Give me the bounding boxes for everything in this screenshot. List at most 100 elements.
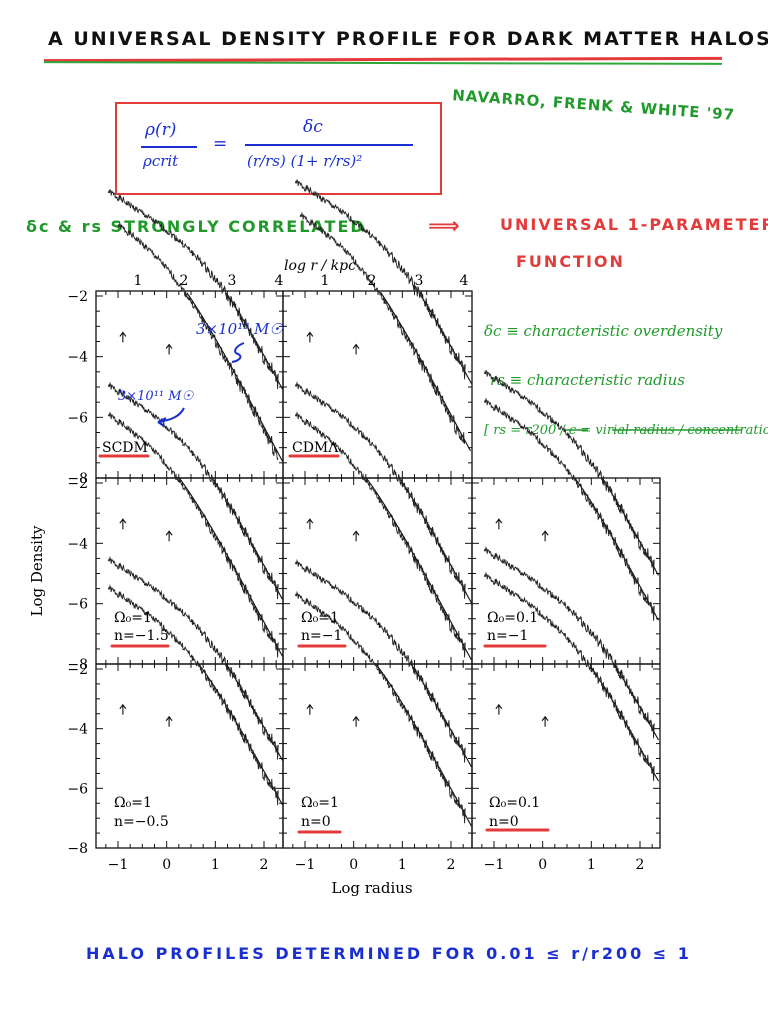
resolution-arrow-icon [165,343,173,355]
bottom-tick-label: 0 [349,857,358,873]
top-tick-3b: 3 [415,273,424,289]
resolution-arrow-icon [541,715,549,727]
simulation-profile [107,381,279,600]
y-tick-label: −2 [67,662,88,678]
y-tick-label: −6 [67,410,88,426]
top-tick-4b: 4 [460,273,469,289]
model-curve [589,665,659,782]
panel-frame-2-0 [95,663,284,849]
y-tick-label: −6 [67,597,88,613]
definition-rs: rs ≡ characteristic radius [490,371,685,389]
panel-frame-0-1 [282,290,473,479]
y-tick-label: −2 [67,476,88,492]
resolution-arrow-icon [352,343,360,355]
panel-21-n: n=0 [301,814,331,830]
top-tick-2b: 2 [368,273,377,289]
panel-frame-2-1 [282,663,473,849]
model-curve [178,477,283,657]
y-tick-label: −8 [67,657,88,673]
citation: NAVARRO, FRENK & WHITE '97 [451,86,736,124]
y-tick-label: −8 [67,471,88,487]
resolution-arrow-icon [306,331,314,343]
bottom-tick-label: −1 [108,857,129,873]
resolution-arrow-icon [119,703,127,715]
formula-rhs-denominator: (r/rs) (1+ r/rs)² [247,152,363,170]
panel-20-n: n=−0.5 [114,814,169,830]
model-curve [225,663,283,761]
simulation-profile [107,555,279,760]
bottom-tick-label: 2 [447,857,456,873]
model-curve [375,663,472,827]
panel-10-omega: Ω₀=1 [114,610,152,626]
simulation-profile [294,411,466,658]
title-underline-green [43,61,723,65]
definition-delta-c: δc ≡ characteristic overdensity [484,322,723,340]
panel-20-omega: Ω₀=1 [114,795,152,811]
implies-arrow-icon: ⟹ [428,214,460,239]
formula-rhs-bar [245,144,413,146]
model-curve [418,292,472,384]
resolution-arrow-icon [119,518,127,530]
y-tick-label: −2 [67,289,88,305]
panel-label-scdm: SCDM [102,440,148,456]
resolution-arrow-icon [352,715,360,727]
resolution-arrow-icon [352,530,360,542]
panel-frame-1-2 [471,477,661,665]
simulation-profile [294,381,466,599]
simulation-profile [483,545,655,739]
formula-equals: = [213,134,228,154]
bottom-x-axis-label: Log radius [331,879,412,897]
resolution-arrow-icon [306,703,314,715]
model-curve [410,663,472,768]
resolution-arrow-icon [119,331,127,343]
formula-lhs-numerator: ρ(r) [145,120,177,140]
formula-box: ρ(r) ρcrit = δc (r/rs) (1+ r/rs)² [115,102,442,195]
model-curve [365,477,472,661]
bottom-tick-label: −1 [484,857,505,873]
model-curve [225,292,283,390]
model-curve [186,292,283,462]
panel-frame-2-2 [471,663,661,849]
resolution-arrow-icon [165,715,173,727]
bottom-tick-label: 0 [538,857,547,873]
mass-label-high-pointer-icon [231,342,245,363]
panel-frame-0-0 [95,290,284,479]
panel-11-n: n=−1 [301,628,342,644]
model-curve [198,663,283,806]
formula-lhs-bar [141,146,197,148]
resolution-arrow-icon [495,518,503,530]
model-curve [601,477,659,576]
simulation-profile [294,590,466,824]
mass-label-low-pointer-icon [157,407,185,427]
model-curve [380,292,471,452]
formula-rhs-numerator: δc [303,117,323,137]
y-tick-label: −8 [67,841,88,857]
panel-frame-1-0 [95,477,284,665]
panel-12-n: n=−1 [487,628,528,644]
correlation-note: δc & rs STRONGLY CORRELATED [26,217,366,236]
bottom-note: HALO PROFILES DETERMINED FOR 0.01 ≤ r/r2… [86,944,692,963]
panel-10-n: n=−1.5 [114,628,169,644]
y-tick-label: −4 [67,536,88,552]
panel-22-omega: Ω₀=0.1 [489,795,540,811]
formula-lhs-denominator: ρcrit [143,152,179,170]
simulation-profile [299,211,466,445]
panel-frame-1-1 [282,477,473,665]
model-curve [398,478,472,604]
top-tick-1b: 1 [321,273,330,289]
y-axis-label: Log Density [28,525,46,616]
mass-label-low: 3×10¹¹ M☉ [118,389,195,404]
simulation-profile [107,411,279,658]
definition-rs-relation: [ rs = r200 / c = virial radius / concen… [484,423,768,438]
simulation-profile [117,222,279,460]
panel-22-n: n=0 [489,814,519,830]
universal-function-line1: UNIVERSAL 1-PARAMETER [500,215,768,234]
resolution-arrow-icon [495,703,503,715]
bottom-tick-label: 0 [162,857,171,873]
simulation-profile [483,571,655,781]
bottom-tick-label: 2 [260,857,269,873]
resolution-arrow-icon [306,518,314,530]
y-tick-label: −6 [67,781,88,797]
resolution-arrow-icon [541,530,549,542]
top-tick-1: 1 [134,273,143,289]
